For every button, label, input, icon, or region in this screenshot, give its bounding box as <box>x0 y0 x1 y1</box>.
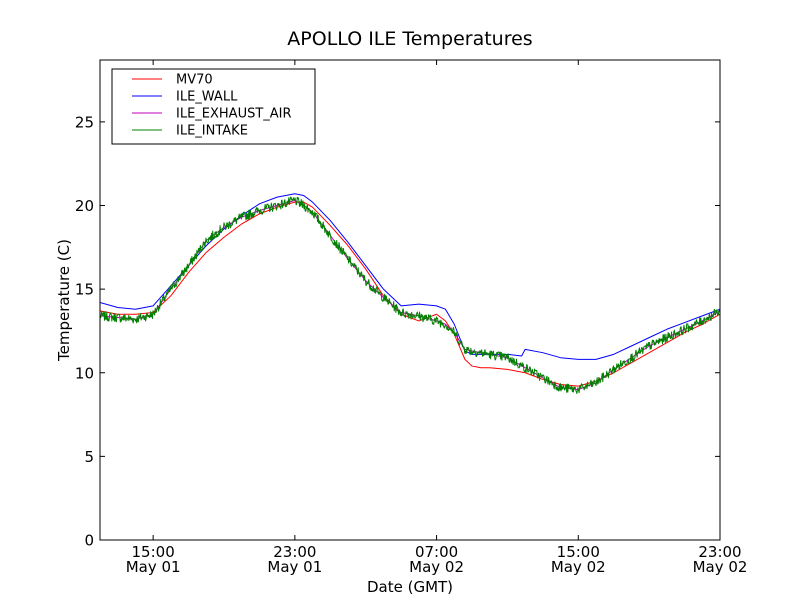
y-tick-label: 10 <box>75 364 94 382</box>
series-layer <box>100 193 720 395</box>
x-tick-time-label: 15:00 <box>557 543 600 561</box>
y-tick-label: 20 <box>75 197 94 215</box>
x-tick-time-label: 15:00 <box>132 543 175 561</box>
x-tick-date-label: May 01 <box>267 558 322 576</box>
x-tick-time-label: 23:00 <box>273 543 316 561</box>
y-tick-label: 25 <box>75 113 94 131</box>
x-tick-time-label: 07:00 <box>415 543 458 561</box>
chart-title: APOLLO ILE Temperatures <box>287 28 532 50</box>
x-tick-date-label: May 02 <box>693 558 748 576</box>
plot-area <box>99 59 721 541</box>
legend: MV70 ILE_WALL ILE_EXHAUST_AIR ILE_INTAKE <box>111 68 316 145</box>
series-line-ile-intake <box>100 196 720 395</box>
x-tick-time-label: 23:00 <box>698 543 741 561</box>
legend-box <box>111 68 316 145</box>
x-axis-label: Date (GMT) <box>367 578 453 596</box>
legend-label: ILE_EXHAUST_AIR <box>176 107 292 122</box>
x-tick-date-label: May 02 <box>551 558 606 576</box>
legend-label: MV70 <box>176 73 213 88</box>
x-tick-date-label: May 01 <box>126 558 181 576</box>
y-tick-label: 5 <box>84 448 94 466</box>
y-tick-label: 0 <box>84 532 94 550</box>
x-tick-date-label: May 02 <box>409 558 464 576</box>
y-tick-label: 15 <box>75 281 94 299</box>
legend-label: ILE_INTAKE <box>176 124 248 139</box>
legend-label: ILE_WALL <box>176 90 238 105</box>
y-axis-label: Temperature (C) <box>55 239 73 362</box>
